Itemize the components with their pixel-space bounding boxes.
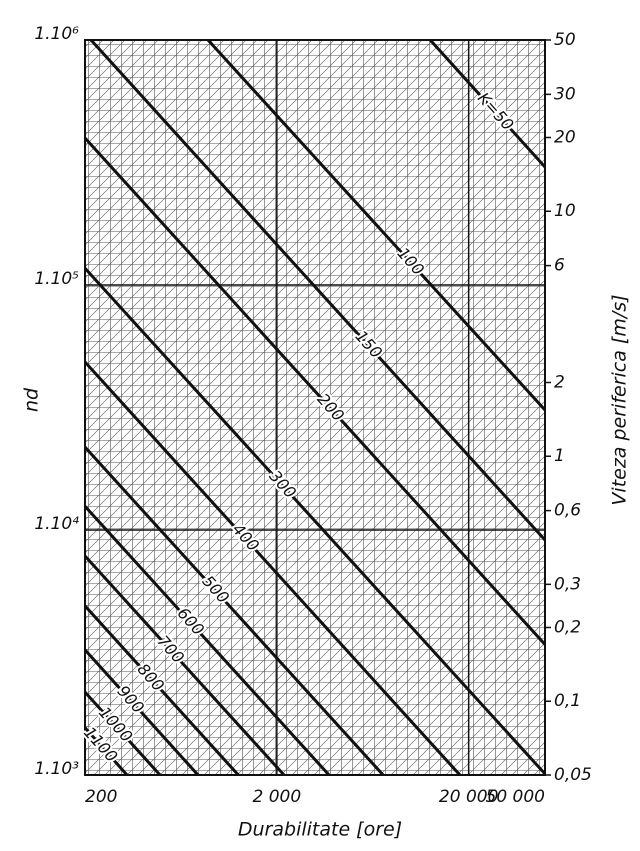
y2-tick-label: 30 (554, 84, 576, 104)
y2-tick-label: 0,3 (554, 574, 581, 594)
y-tick-label: 1.10³ (34, 759, 79, 779)
k-line (83, 136, 547, 646)
y2-tick-label: 20 (554, 127, 576, 147)
k-line (83, 691, 162, 777)
x-tick-label: 200 (85, 787, 117, 807)
x-tick-label: 50 000 (486, 787, 545, 807)
y2-tick-label: 0,6 (554, 501, 581, 521)
y2-tick-label: 6 (554, 256, 565, 276)
k-line (206, 38, 547, 412)
y-tick-label: 1.10⁴ (34, 514, 79, 534)
y2-axis-title: Viteza periferica [m/s] (609, 294, 631, 505)
x-tick-label: 2 000 (252, 787, 301, 807)
k-line (83, 360, 462, 777)
y-tick-label: 1.10⁶ (34, 24, 79, 44)
y2-tick-label: 1 (554, 446, 565, 466)
y2-tick-label: 0,1 (554, 691, 581, 711)
grid-texture (85, 40, 545, 775)
y2-tick-label: 10 (554, 201, 576, 221)
x-tick-label: 20 000 (439, 787, 498, 807)
k-line (83, 604, 240, 777)
y2-tick-label: 0,2 (554, 617, 581, 637)
y2-tick-label: 2 (554, 372, 565, 392)
k-line (83, 648, 200, 777)
k-line (83, 267, 547, 775)
k-line (83, 446, 385, 777)
y-axis-title: nd (21, 387, 43, 412)
y-tick-label: 1.10⁵ (34, 269, 79, 289)
x-axis-title: Durabilitate [ore] (238, 819, 402, 841)
k-line (89, 38, 547, 542)
k-line (429, 38, 547, 169)
k-line (83, 505, 331, 777)
y2-tick-label: 50 (554, 30, 576, 50)
k-line (83, 726, 129, 776)
y2-tick-label: 0,05 (554, 765, 592, 785)
k-line (83, 554, 286, 777)
